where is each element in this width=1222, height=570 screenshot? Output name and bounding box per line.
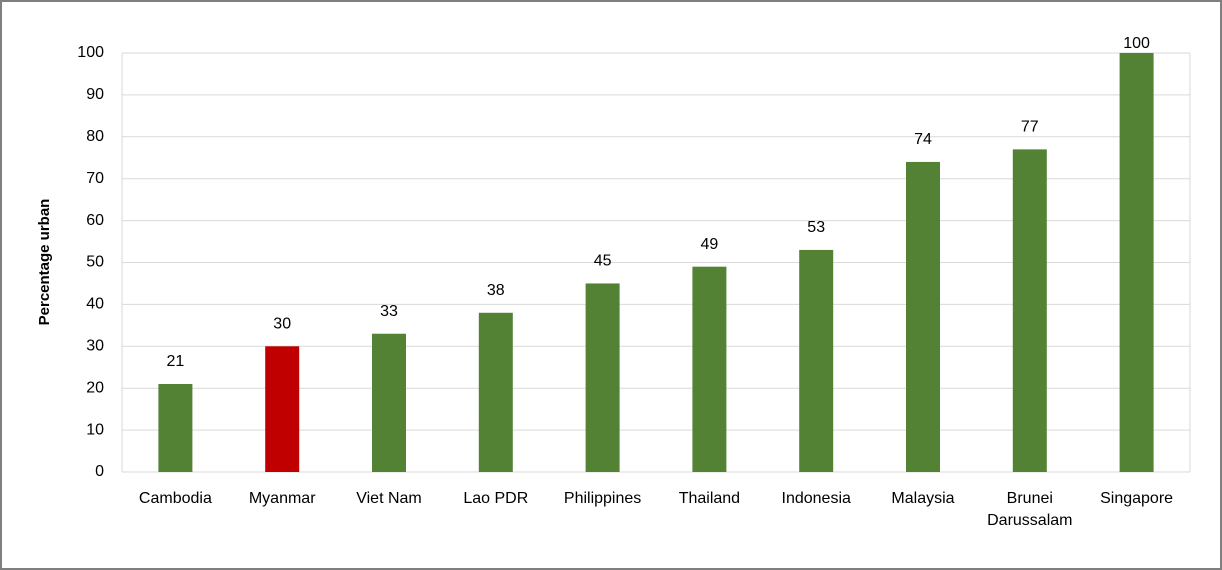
x-tick-label: Philippines [564,490,641,507]
data-label: 30 [273,316,291,333]
bar [1119,53,1154,472]
bar [265,346,300,472]
x-tick-label: Lao PDR [463,490,528,507]
data-label: 45 [594,253,612,270]
y-tick-label: 70 [86,170,104,187]
y-tick-label: 50 [86,254,104,271]
y-tick-label: 80 [86,128,104,145]
data-label: 33 [380,303,398,320]
y-tick-label: 0 [95,463,104,480]
x-tick-label: Singapore [1100,490,1173,507]
bar [372,333,406,472]
y-tick-label: 10 [86,421,104,438]
data-label: 100 [1123,35,1150,52]
bar [478,312,513,472]
x-tick-label: Cambodia [139,490,212,507]
bar [585,283,620,472]
y-tick-label: 30 [86,338,104,355]
bar [158,384,193,472]
bar [906,161,940,472]
y-tick-label: 60 [86,212,104,229]
data-label: 74 [914,131,932,148]
y-tick-label: 100 [77,44,104,61]
x-tick-label: Brunei Darussalam [987,490,1072,529]
bar [799,249,834,472]
data-label: 53 [807,219,825,236]
data-label: 38 [487,282,505,299]
y-axis-title: Percentage urban [36,199,53,326]
data-label: 21 [167,353,185,370]
x-tick-label: Myanmar [249,490,316,507]
x-tick-label: Thailand [679,490,740,507]
x-tick-label: Indonesia [782,490,851,507]
x-tick-label: Viet Nam [356,490,422,507]
bar [1012,149,1047,472]
y-tick-label: 90 [86,86,104,103]
x-tick-label: Malaysia [891,490,954,507]
bar [692,266,727,472]
data-label: 49 [701,236,719,253]
y-tick-label: 20 [86,379,104,396]
data-label: 77 [1021,119,1039,136]
y-tick-label: 40 [86,296,104,313]
